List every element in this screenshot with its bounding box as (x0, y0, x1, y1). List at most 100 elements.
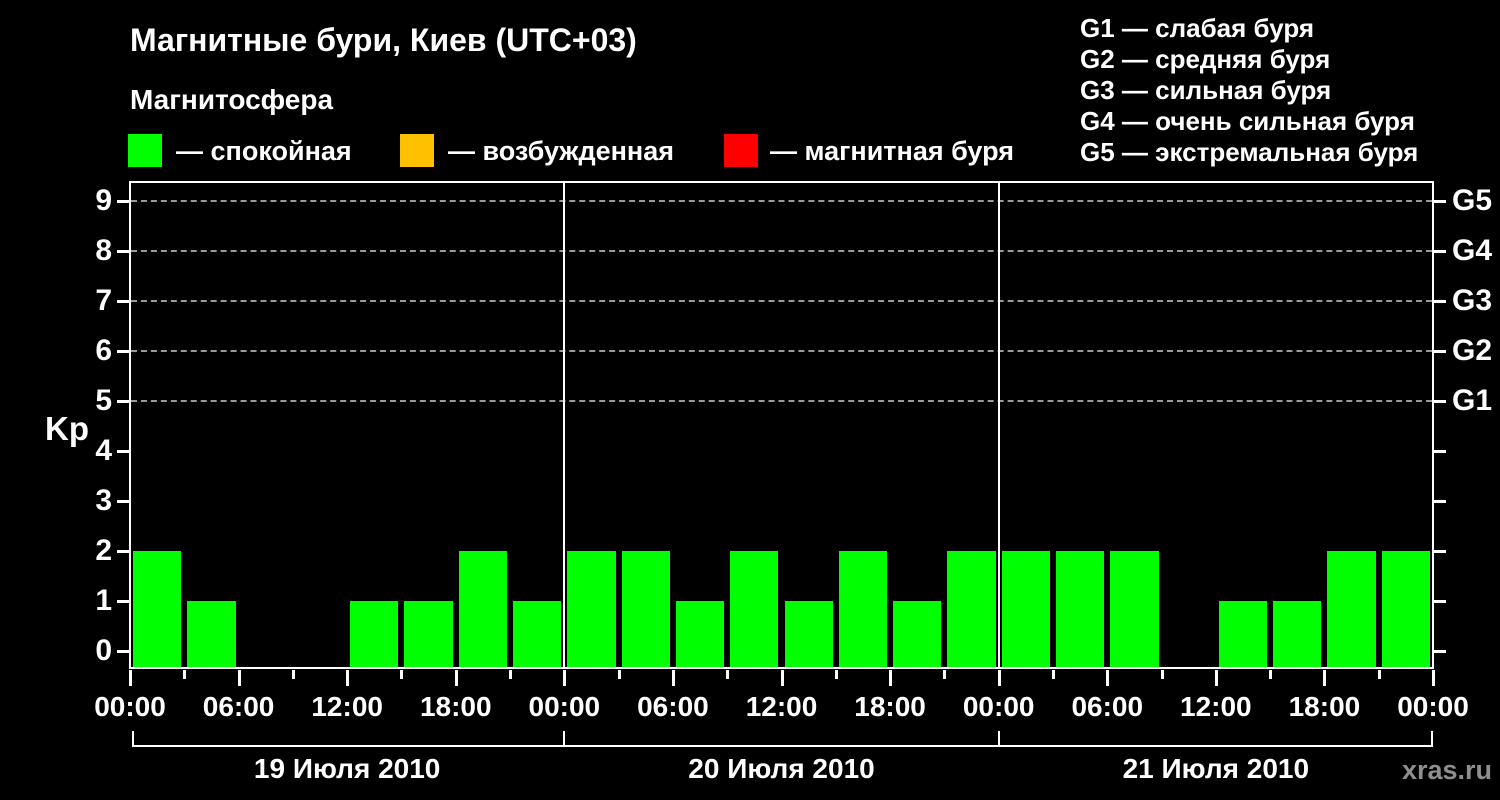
x-axis-minor-tick (617, 670, 621, 679)
x-axis-minor-tick (291, 670, 295, 679)
x-axis-minor-tick (1269, 670, 1273, 679)
date-bracket-tick (1431, 731, 1433, 747)
x-axis-time-label: 00:00 (1397, 691, 1469, 722)
y-axis-label: 7 (95, 284, 112, 317)
x-axis-minor-tick (1051, 670, 1055, 679)
kp-bar (1001, 551, 1050, 667)
y-axis-label: 8 (95, 234, 112, 267)
storm-scale-g3: G3 — сильная буря (1080, 75, 1332, 105)
storm-scale-g1: G1 — слабая буря (1080, 13, 1315, 43)
y-axis-tick (117, 650, 129, 653)
date-bracket-tick (997, 731, 1000, 747)
y-axis-label: 2 (95, 534, 112, 567)
legend-swatch-quiet-icon (128, 134, 162, 167)
kp-bar (567, 551, 616, 667)
legend-swatch-disturbed-icon (400, 134, 434, 167)
y-axis-tick (117, 350, 129, 353)
kp-bar (621, 551, 670, 667)
kp-bar (784, 601, 833, 667)
date-bracket-tick (563, 731, 566, 747)
date-label: 19 Июля 2010 (253, 753, 441, 784)
kp-bar (1218, 601, 1268, 667)
watermark: xras.ru (1401, 755, 1492, 785)
x-axis-major-tick (1432, 670, 1435, 686)
y-axis-tick (117, 550, 129, 553)
right-axis-tick (1434, 550, 1446, 553)
x-axis-major-tick (563, 670, 567, 686)
x-axis-minor-tick (943, 670, 947, 679)
kp-bar (458, 551, 508, 667)
x-axis-time-label: 06:00 (202, 691, 275, 722)
storm-scale-g5: G5 — экстремальная буря (1080, 137, 1419, 167)
x-axis-time-label: 06:00 (1071, 691, 1144, 722)
right-axis-tick (1434, 500, 1446, 503)
x-axis-time-label: 00:00 (528, 691, 601, 722)
x-axis-time-label: 06:00 (637, 691, 709, 722)
y-axis-label: 0 (95, 634, 112, 667)
gridline-kp8 (131, 250, 1432, 252)
date-label: 20 Июля 2010 (688, 753, 875, 784)
x-axis-time-label: 00:00 (94, 691, 166, 722)
x-axis-minor-tick (1160, 670, 1164, 679)
right-axis-label-g5: G5 (1452, 184, 1493, 217)
right-axis-tick (1434, 650, 1446, 653)
storm-scale-legend: G1 — слабая буря G2 — средняя буря G3 — … (1080, 13, 1418, 168)
x-axis-major-tick (1106, 670, 1110, 686)
x-axis-major-tick (997, 670, 1001, 686)
kp-bar (133, 551, 182, 667)
plot-area (129, 181, 1434, 669)
x-axis-major-tick (346, 670, 350, 686)
x-axis-minor-tick (183, 670, 187, 679)
right-axis-tick (1434, 450, 1446, 453)
storm-scale-g4: G4 — очень сильная буря (1080, 106, 1415, 136)
y-axis-tick (117, 250, 129, 253)
kp-bar (1273, 601, 1322, 667)
right-axis-label-g3: G3 (1452, 284, 1493, 317)
legend-label-storm: — магнитная буря (770, 136, 1014, 166)
gridline-kp5 (131, 400, 1432, 402)
x-axis-major-tick (454, 670, 458, 686)
gridline-kp7 (131, 300, 1432, 302)
x-axis-time-label: 18:00 (854, 691, 926, 722)
kp-bar (350, 601, 399, 667)
kp-bar (730, 551, 779, 667)
x-axis-major-tick (671, 670, 675, 686)
y-axis-tick (117, 450, 129, 453)
kp-bar (404, 601, 453, 667)
date-label: 21 Июля 2010 (1122, 753, 1310, 784)
date-bracket (132, 745, 1432, 747)
x-axis-major-tick (1214, 670, 1218, 686)
x-axis-time-label: 12:00 (1180, 691, 1252, 722)
x-axis-time-label: 12:00 (311, 691, 383, 722)
y-axis-label: 4 (95, 434, 112, 467)
x-axis-major-tick (129, 670, 132, 686)
x-axis-minor-tick (509, 670, 513, 679)
x-axis-major-tick (1323, 670, 1327, 686)
right-axis-label-g1: G1 (1452, 384, 1493, 417)
y-axis-label: 1 (95, 584, 112, 617)
kp-bar (947, 551, 996, 667)
kp-bar (838, 551, 888, 667)
y-axis-label: 6 (95, 334, 112, 367)
kp-bar (675, 601, 725, 667)
y-axis-tick (117, 500, 129, 503)
storm-scale-g2: G2 — средняя буря (1080, 44, 1331, 74)
day-separator (997, 183, 1000, 667)
right-axis-tick (1434, 400, 1446, 403)
magnetosphere-subtitle: Магнитосфера (130, 84, 334, 115)
x-axis-time-label: 18:00 (419, 691, 492, 722)
x-axis-time-label: 12:00 (745, 691, 818, 722)
x-axis-major-tick (780, 670, 784, 686)
x-axis-time-label: 18:00 (1288, 691, 1361, 722)
y-axis-tick (117, 200, 129, 203)
x-axis-minor-tick (726, 670, 730, 679)
right-axis-tick (1434, 600, 1446, 603)
x-axis-minor-tick (1377, 670, 1381, 679)
right-axis-tick (1434, 200, 1446, 203)
kp-bar (513, 601, 562, 667)
gridline-kp6 (131, 350, 1432, 352)
right-axis-label-g2: G2 (1452, 334, 1493, 367)
y-axis-title: Kp (45, 410, 89, 447)
right-axis-tick (1434, 350, 1446, 353)
